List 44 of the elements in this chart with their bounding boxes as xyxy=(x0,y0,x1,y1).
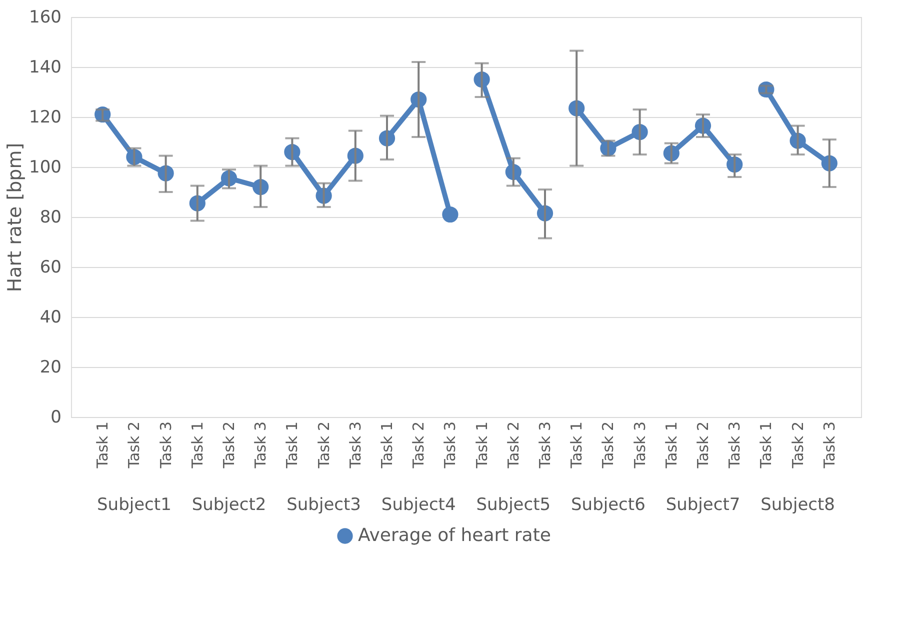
x-tick-label: Task 2 xyxy=(314,422,333,470)
text: Subject1 xyxy=(97,495,172,515)
x-tick-label: Task 3 xyxy=(726,422,744,470)
point xyxy=(442,206,458,223)
y-tick-label: 120 xyxy=(29,108,62,128)
legend-label: Average of heart rate xyxy=(358,525,551,546)
x-tick-label: Task 1 xyxy=(283,422,302,470)
y-tick-label: 100 xyxy=(29,158,62,178)
y-tick-label: 0 xyxy=(50,408,62,428)
text: Subject2 xyxy=(192,495,266,515)
x-tick-label: Task 1 xyxy=(757,422,776,470)
x-tick-label: Task 3 xyxy=(346,422,364,470)
text: Subject8 xyxy=(760,495,835,515)
x-tick-label: Task 3 xyxy=(536,422,554,470)
x-tick-label: Task 1 xyxy=(188,422,206,470)
x-tick-label: Task 2 xyxy=(410,422,428,470)
y-axis-title: Hart rate [bpm] xyxy=(4,142,26,292)
x-tick-label: Task 2 xyxy=(125,422,144,470)
y-tick-label: 140 xyxy=(29,58,62,78)
y-tick-label: 40 xyxy=(40,308,62,328)
x-tick-label: Task 1 xyxy=(472,422,491,470)
x-tick-label: Task 3 xyxy=(252,422,270,470)
x-tick-label: Task 3 xyxy=(630,422,649,470)
y-tick-label: 160 xyxy=(29,8,62,28)
x-tick-label: Task 2 xyxy=(504,422,522,470)
x-tick-label: Task 3 xyxy=(156,422,175,470)
y-tick-label: 20 xyxy=(40,358,62,378)
text: Subject5 xyxy=(476,495,551,515)
x-tick-label: Task 2 xyxy=(788,422,807,470)
x-tick-label: Task 3 xyxy=(441,422,460,470)
x-tick-label: Task 1 xyxy=(568,422,586,470)
x-tick-label: Task 1 xyxy=(94,422,112,470)
text: Subject3 xyxy=(286,495,361,515)
y-tick-label: 80 xyxy=(40,208,62,228)
text: Subject4 xyxy=(381,495,456,515)
x-tick-label: Task 2 xyxy=(220,422,238,470)
x-tick-label: Task 3 xyxy=(820,422,838,470)
text: Subject7 xyxy=(666,495,740,515)
y-tick-label: 60 xyxy=(40,258,62,278)
x-tick-label: Task 2 xyxy=(694,422,712,470)
x-tick-label: Task 2 xyxy=(599,422,618,470)
x-tick-label: Task 1 xyxy=(378,422,396,470)
x-tick-label: Task 1 xyxy=(662,422,680,470)
text: Subject6 xyxy=(571,495,646,515)
